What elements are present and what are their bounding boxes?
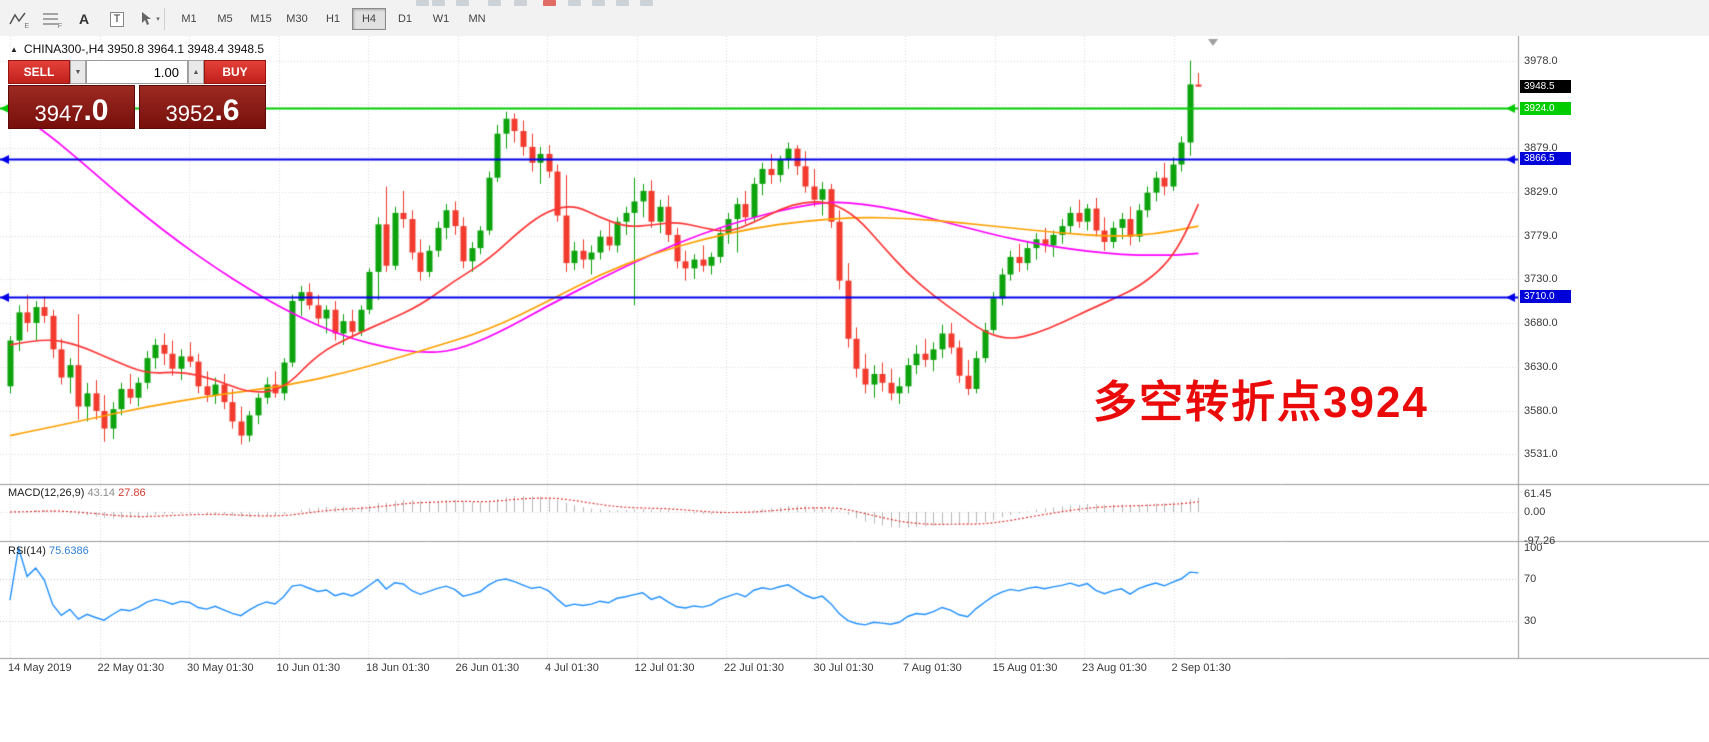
rsi-axis-label: 100 (1524, 542, 1543, 554)
buy-price-display[interactable]: 3952 .6 (139, 85, 266, 129)
macd-axis-label: -97.26 (1524, 535, 1556, 548)
time-axis-label: 4 Jul 01:30 (545, 662, 599, 674)
time-axis-label: 2 Sep 01:30 (1171, 662, 1231, 674)
price-badge: 3924.0 (1520, 101, 1571, 115)
time-axis-label: 12 Jul 01:30 (634, 662, 695, 674)
sell-button[interactable]: SELL (8, 60, 70, 84)
time-axis-label: 22 Jul 01:30 (724, 662, 784, 674)
time-axis-label: 15 Aug 01:30 (992, 662, 1058, 674)
text-label-icon[interactable]: A (78, 11, 90, 27)
clipped-icon (432, 0, 445, 6)
fibonacci-icon[interactable]: F (39, 8, 63, 30)
price-axis-label: 3779.0 (1524, 229, 1558, 242)
buy-price-fraction: .6 (214, 93, 240, 127)
cursor-dropdown-caret[interactable]: ▾ (156, 16, 160, 23)
trade-panel-collapse-icon[interactable]: ▲ (10, 44, 18, 54)
time-axis-label: 14 May 2019 (8, 662, 72, 674)
price-axis-label: 3978.0 (1524, 54, 1558, 67)
timeframe-h1[interactable]: H1 (325, 13, 341, 25)
toolbar-separator (164, 8, 165, 30)
fibonacci-icon-sub: F (57, 23, 62, 30)
time-axis-label: 23 Aug 01:30 (1082, 662, 1147, 674)
time-axis-label: 30 May 01:30 (187, 662, 254, 674)
clipped-icon (543, 0, 556, 6)
chart-symbol-ohlc: CHINA300-,H4 3950.8 3964.1 3948.4 3948.5 (23, 42, 265, 56)
sell-price-display[interactable]: 3947 .0 (8, 85, 135, 129)
cursor-icon[interactable]: ▾ (138, 8, 162, 30)
rsi-axis-label: 30 (1524, 614, 1537, 627)
clipped-icon (416, 0, 429, 6)
macd-axis-label: 61.45 (1524, 487, 1552, 500)
time-axis-label: 7 Aug 01:30 (903, 662, 962, 674)
drawing-tools-group: E F A T ▾ (6, 8, 162, 30)
timeframe-h4[interactable]: H4 (352, 8, 386, 30)
rsi-label-text: RSI(14) (8, 545, 46, 557)
time-axis-label: 10 Jun 01:30 (276, 662, 341, 674)
main-toolbar: E F A T ▾ M1 M5 M15 M30 H1 H4 D1 W1 MN (0, 0, 1709, 37)
price-axis-label: 3630.0 (1524, 360, 1558, 373)
timeframe-d1[interactable]: D1 (397, 13, 413, 25)
price-badge: 3710.0 (1520, 290, 1571, 304)
macd-signal-value: 27.86 (118, 487, 146, 499)
chart-canvas[interactable] (0, 36, 1709, 676)
price-axis-label: 3680.0 (1524, 316, 1558, 329)
macd-label-text: MACD(12,26,9) (8, 487, 85, 499)
rsi-panel-label: RSI(14) 75.6386 (8, 545, 89, 557)
timeframe-w1[interactable]: W1 (432, 13, 450, 25)
clipped-icon (568, 0, 581, 6)
rsi-axis-label: 70 (1524, 573, 1537, 586)
buy-button[interactable]: BUY (204, 60, 266, 84)
macd-panel-label: MACD(12,26,9) 43.14 27.86 (8, 487, 146, 499)
timeframe-m30[interactable]: M30 (286, 13, 308, 25)
clipped-icon (592, 0, 605, 6)
volume-increase-button[interactable]: ▲ (188, 60, 204, 84)
clipped-icon (456, 0, 469, 6)
price-badge: 3948.5 (1520, 80, 1571, 94)
time-axis-label: 30 Jul 01:30 (813, 662, 874, 674)
time-axis-label: 26 Jun 01:30 (455, 662, 520, 674)
volume-input[interactable] (86, 60, 188, 84)
timeframe-m5[interactable]: M5 (217, 13, 233, 25)
sell-price-fraction: .0 (83, 93, 109, 127)
price-axis-label: 3730.0 (1524, 272, 1558, 285)
price-badge: 3866.5 (1520, 152, 1571, 166)
price-axis-label: 3580.0 (1524, 404, 1558, 417)
chart-workspace: ▲ CHINA300-,H4 3950.8 3964.1 3948.4 3948… (0, 36, 1709, 742)
rsi-value: 75.6386 (48, 545, 89, 557)
sell-price-main: 3947 (34, 101, 84, 126)
one-click-trade-controls: SELL ▼ ▲ BUY (8, 60, 266, 84)
time-axis-label: 22 May 01:30 (97, 662, 165, 674)
price-axis-label: 3531.0 (1524, 448, 1558, 461)
clipped-icon (514, 0, 527, 6)
clipped-icon (640, 0, 653, 6)
timeframe-m1[interactable]: M1 (181, 13, 197, 25)
price-axis-label: 3879.0 (1524, 141, 1558, 154)
text-box-icon[interactable]: T (105, 8, 129, 30)
timeframe-bar: M1 M5 M15 M30 H1 H4 D1 W1 MN (172, 8, 496, 30)
time-axis-label: 18 Jun 01:30 (366, 662, 430, 674)
price-axis-label: 3829.0 (1524, 185, 1558, 198)
buy-price-main: 3952 (165, 101, 215, 126)
macd-axis-label: 0.00 (1524, 506, 1546, 518)
clipped-icon (616, 0, 629, 6)
indicators-icon[interactable]: E (6, 8, 30, 30)
clipped-icon (488, 0, 501, 6)
macd-main-value: 43.14 (87, 487, 116, 499)
timeframe-m15[interactable]: M15 (250, 13, 272, 25)
chart-symbol-row: ▲ CHINA300-,H4 3950.8 3964.1 3948.4 3948… (10, 42, 264, 56)
timeframe-mn[interactable]: MN (468, 13, 486, 25)
indicators-icon-sub: E (24, 23, 29, 30)
chart-annotation: 多空转折点3924 (1093, 378, 1429, 427)
volume-dropdown-button[interactable]: ▼ (70, 60, 86, 84)
one-click-trade-prices: 3947 .0 3952 .6 (8, 85, 266, 129)
